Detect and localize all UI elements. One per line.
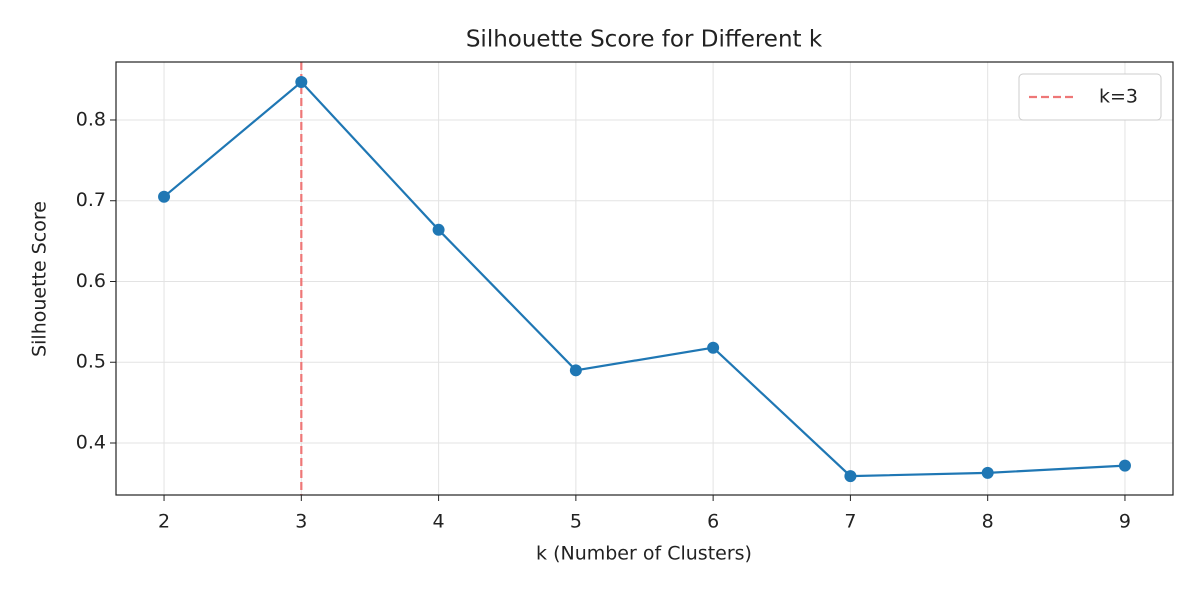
x-tick-label: 3 <box>295 511 307 533</box>
y-axis-label: Silhouette Score <box>29 201 51 357</box>
legend-label: k=3 <box>1099 86 1138 108</box>
y-tick-label: 0.4 <box>76 431 106 453</box>
legend-box <box>1018 73 1162 121</box>
x-tick-label: 7 <box>844 511 856 533</box>
x-tick-label: 8 <box>982 511 994 533</box>
point <box>158 190 171 203</box>
x-axis-label: k (Number of Clusters) <box>536 543 752 565</box>
x-tick-label: 9 <box>1119 511 1131 533</box>
point <box>707 341 720 354</box>
point <box>981 466 994 479</box>
y-tick-label: 0.6 <box>76 270 106 292</box>
series-line <box>163 80 1126 478</box>
y-tick-label: 0.8 <box>76 108 106 130</box>
plot-frame <box>115 61 1174 496</box>
y-tick-label: 0.5 <box>76 351 106 373</box>
x-tick-label: 2 <box>158 511 170 533</box>
x-tick-label: 4 <box>433 511 445 533</box>
point <box>1118 459 1131 472</box>
y-tick-label: 0.7 <box>76 189 106 211</box>
chart-title: Silhouette Score for Different k <box>466 27 823 53</box>
point <box>844 470 857 483</box>
x-tick-label: 6 <box>707 511 719 533</box>
point <box>432 223 445 236</box>
point <box>569 364 582 377</box>
x-tick-label: 5 <box>570 511 582 533</box>
point <box>295 76 308 89</box>
